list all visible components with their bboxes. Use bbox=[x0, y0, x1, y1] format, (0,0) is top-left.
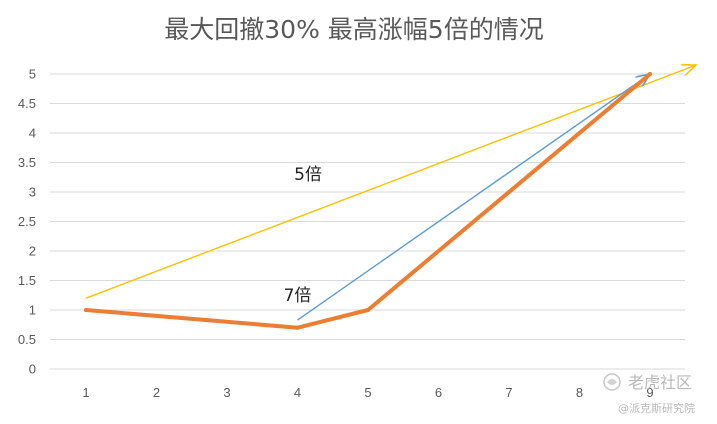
y-tick-label: 4.5 bbox=[18, 96, 36, 111]
x-tick-label: 8 bbox=[576, 385, 583, 400]
watermark-handle: @派克斯研究院 bbox=[618, 401, 695, 415]
x-axis-ticks: 1 2 3 4 5 6 7 8 9 bbox=[82, 385, 653, 400]
y-tick-label: 0 bbox=[29, 362, 36, 377]
y-tick-label: 5 bbox=[29, 67, 36, 82]
x-tick-label: 6 bbox=[435, 385, 442, 400]
y-tick-label: 1.5 bbox=[18, 273, 36, 288]
series-point bbox=[366, 308, 370, 312]
series-line bbox=[84, 72, 652, 330]
x-tick-label: 9 bbox=[646, 385, 653, 400]
series-layer bbox=[84, 72, 652, 330]
series-point bbox=[84, 308, 88, 312]
arrow-layer bbox=[85, 65, 696, 321]
x-tick-label: 4 bbox=[294, 385, 301, 400]
y-tick-label: 1 bbox=[29, 303, 36, 318]
y-axis-ticks: 0 0.5 1 1.5 2 2.5 3 3.5 4 4.5 5 bbox=[18, 67, 36, 377]
annotation-5x: 5倍 bbox=[294, 165, 322, 185]
watermark-logo-icon bbox=[603, 373, 621, 391]
x-tick-label: 5 bbox=[364, 385, 371, 400]
y-tick-label: 0.5 bbox=[18, 332, 36, 347]
x-tick-label: 1 bbox=[82, 385, 89, 400]
arrow-5x bbox=[85, 65, 696, 299]
annotation-layer: 5倍 7倍 bbox=[284, 165, 322, 306]
x-tick-label: 2 bbox=[153, 385, 160, 400]
watermark: 老虎社区 @派克斯研究院 bbox=[603, 373, 695, 415]
y-tick-label: 2.5 bbox=[18, 214, 36, 229]
gridlines bbox=[50, 73, 685, 370]
y-tick-label: 3.5 bbox=[18, 155, 36, 170]
arrow-7x bbox=[297, 74, 651, 321]
watermark-brand: 老虎社区 bbox=[628, 373, 692, 392]
series-point bbox=[295, 325, 300, 330]
y-tick-label: 3 bbox=[29, 185, 36, 200]
y-tick-label: 2 bbox=[29, 244, 36, 259]
x-tick-label: 3 bbox=[223, 385, 230, 400]
x-tick-label: 7 bbox=[505, 385, 512, 400]
annotation-7x: 7倍 bbox=[284, 286, 312, 306]
y-tick-label: 4 bbox=[29, 126, 36, 141]
series-point bbox=[648, 72, 652, 76]
chart-title: 最大回撤30% 最高涨幅5倍的情况 bbox=[164, 15, 543, 44]
